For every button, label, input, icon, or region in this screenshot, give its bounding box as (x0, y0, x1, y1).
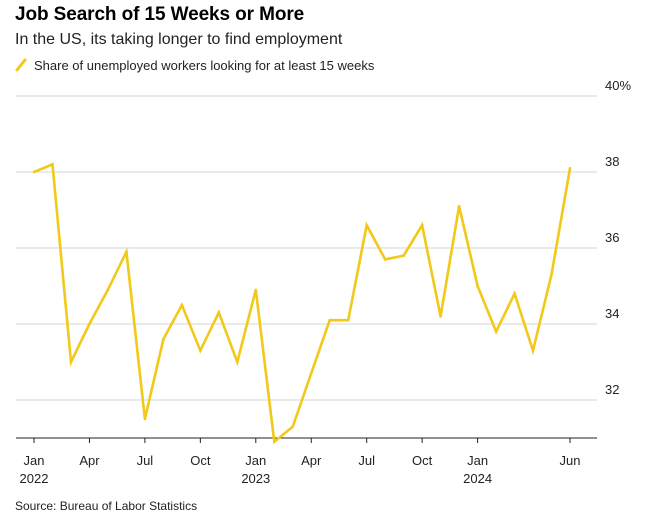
series-line (33, 162, 572, 445)
y-tick-label: 36 (605, 230, 619, 245)
series-layer (32, 162, 572, 445)
data-point (272, 440, 276, 444)
data-point (420, 223, 424, 227)
data-point (32, 170, 36, 174)
data-point (217, 311, 221, 314)
data-point (125, 250, 128, 254)
tick-labels: 40% 38 36 34 32 Jan 2022 Apr Jul Oct Jan 2023 Apr Jul… (20, 78, 632, 486)
data-point (328, 318, 332, 322)
data-point (236, 360, 239, 364)
y-tick-label: 32 (605, 382, 619, 397)
x-tick-label: Jul (358, 453, 375, 468)
gridlines (16, 95, 597, 401)
x-tick-year-label: 2024 (463, 471, 492, 486)
data-point (531, 349, 535, 352)
data-point (106, 288, 110, 292)
data-point (51, 163, 54, 166)
legend-line-icon (15, 58, 27, 72)
x-tick-label: Jan (24, 453, 45, 468)
y-tick-label: 40% (605, 78, 631, 93)
x-tick-label: Jan (245, 453, 266, 468)
data-point (550, 273, 553, 276)
data-point (180, 303, 184, 307)
x-tick-label: Oct (190, 453, 211, 468)
x-axis (16, 437, 597, 443)
x-tick-year-label: 2022 (20, 471, 49, 486)
data-point (254, 288, 258, 292)
data-point (457, 204, 461, 208)
y-tick-label: 38 (605, 154, 619, 169)
data-point (309, 372, 313, 375)
data-point (439, 315, 442, 318)
chart-legend: Share of unemployed workers looking for … (15, 56, 374, 74)
data-point (476, 284, 479, 288)
data-point (494, 330, 498, 333)
chart-title: Job Search of 15 Weeks or More (15, 4, 305, 25)
chart-subtitle: In the US, its taking longer to find emp… (15, 31, 343, 48)
data-point (199, 349, 202, 352)
x-tick-label: Jun (560, 453, 581, 468)
data-point (365, 223, 368, 227)
data-point (568, 166, 572, 170)
x-tick-label: Oct (412, 453, 433, 468)
data-point (162, 337, 165, 341)
source-note: Source: Bureau of Labor Statistics (15, 499, 198, 513)
x-tick-label: Apr (301, 453, 322, 468)
data-point (88, 322, 91, 326)
data-point (143, 417, 147, 421)
x-tick-label: Apr (79, 453, 100, 468)
x-tick-label: Jan (467, 453, 488, 468)
data-point (402, 254, 405, 257)
legend-label: Share of unemployed workers looking for … (34, 57, 375, 73)
data-point (69, 360, 73, 364)
data-point (383, 258, 387, 261)
x-tick-year-label: 2023 (241, 471, 270, 486)
x-tick-label: Jul (137, 453, 154, 468)
data-point (346, 318, 350, 322)
y-tick-label: 34 (605, 306, 619, 321)
data-point (513, 292, 516, 295)
data-point (291, 425, 295, 428)
